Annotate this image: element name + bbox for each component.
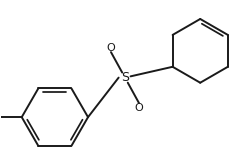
- Text: O: O: [106, 43, 115, 53]
- Text: S: S: [121, 71, 129, 84]
- Text: O: O: [135, 103, 143, 113]
